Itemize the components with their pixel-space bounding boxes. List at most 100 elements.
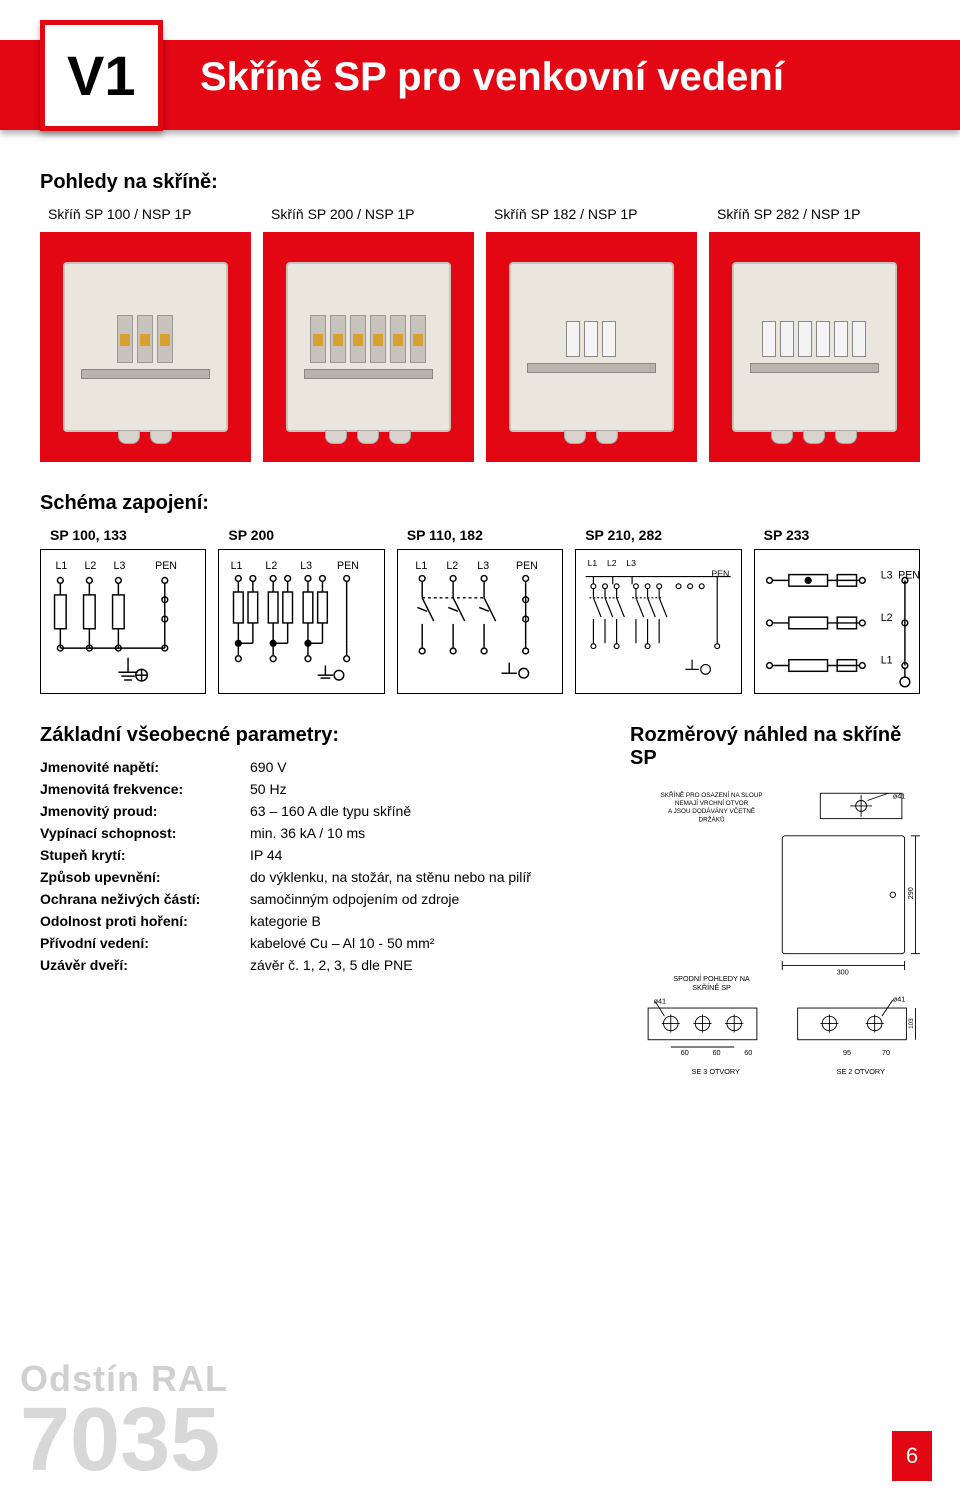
svg-text:SE 2 OTVORY: SE 2 OTVORY — [837, 1067, 885, 1076]
svg-text:DRŽÁKŮ: DRŽÁKŮ — [699, 814, 725, 823]
footer-ral: Odstín RAL 7035 — [20, 1358, 228, 1481]
svg-text:L2: L2 — [85, 560, 97, 572]
param-row: Uzávěr dveří:závěr č. 1, 2, 3, 5 dle PNE — [40, 957, 600, 973]
svg-text:L1: L1 — [880, 655, 892, 667]
svg-text:NEMAJÍ VRCHNÍ OTVOR: NEMAJÍ VRCHNÍ OTVOR — [675, 798, 749, 807]
header-tab-label: V1 — [67, 44, 136, 107]
svg-text:L1: L1 — [588, 558, 598, 568]
svg-text:300: 300 — [837, 968, 849, 977]
param-value: kategorie B — [250, 913, 600, 929]
svg-text:L1: L1 — [231, 560, 243, 572]
cabinet-body — [286, 262, 451, 432]
schema-label: SP 200 — [218, 527, 384, 543]
view-label: Skříň SP 182 / NSP 1P — [486, 206, 697, 222]
cabinet-photo — [40, 232, 251, 462]
param-label: Uzávěr dveří: — [40, 957, 250, 973]
schema-label: SP 110, 182 — [397, 527, 563, 543]
param-row: Ochrana neživých částí:samočinným odpoje… — [40, 891, 600, 907]
svg-text:ø41: ø41 — [654, 997, 667, 1006]
schema-diagram: L3 PEN L2 L1 — [754, 549, 920, 694]
svg-text:ø41: ø41 — [893, 995, 906, 1004]
dimensions-drawing: SKŘÍNĚ PRO OSAZENÍ NA SLOUP NEMAJÍ VRCHN… — [630, 786, 920, 1085]
main-content: Pohledy na skříně: Skříň SP 100 / NSP 1P… — [0, 171, 960, 1085]
schema-diagram: L1L2L3PEN — [397, 549, 563, 694]
param-row: Přívodní vedení:kabelové Cu – Al 10 - 50… — [40, 935, 600, 951]
params-title: Základní všeobecné parametry: — [40, 724, 600, 747]
params-section: Základní všeobecné parametry: Jmenovité … — [40, 724, 920, 1085]
svg-text:60: 60 — [712, 1048, 720, 1057]
views-labels-row: Skříň SP 100 / NSP 1P Skříň SP 200 / NSP… — [40, 206, 920, 222]
schema-diagram: L1L2L3PEN — [40, 549, 206, 694]
param-row: Jmenovitý proud:63 – 160 A dle typu skří… — [40, 803, 600, 819]
params-table: Jmenovité napětí:690 V Jmenovitá frekven… — [40, 759, 600, 973]
schema-diagram: L1L2L3PEN — [218, 549, 384, 694]
svg-text:60: 60 — [681, 1048, 689, 1057]
svg-text:103: 103 — [908, 1018, 915, 1029]
param-value: 690 V — [250, 759, 600, 775]
page-number: 6 — [892, 1431, 932, 1481]
param-value: min. 36 kA / 10 ms — [250, 825, 600, 841]
schema-row: L1 L2 L3 PEN L1 L2 L3 PEN — [40, 549, 920, 694]
page-title: Skříně SP pro venkovní vedení — [200, 55, 784, 100]
param-label: Odolnost proti hoření: — [40, 913, 250, 929]
schema-diagram: L1L2L3PEN — [575, 549, 741, 694]
cabinet-body — [732, 262, 897, 432]
svg-text:PEN: PEN — [337, 560, 359, 572]
svg-text:L2: L2 — [266, 560, 278, 572]
dimensions-title: Rozměrový náhled na skříně SP — [630, 724, 920, 770]
schema-label: SP 233 — [754, 527, 920, 543]
svg-text:PEN: PEN — [898, 569, 919, 581]
svg-text:70: 70 — [882, 1048, 890, 1057]
svg-text:L2: L2 — [607, 558, 617, 568]
view-label: Skříň SP 100 / NSP 1P — [40, 206, 251, 222]
param-row: Odolnost proti hoření:kategorie B — [40, 913, 600, 929]
param-row: Vypínací schopnost:min. 36 kA / 10 ms — [40, 825, 600, 841]
params-left: Základní všeobecné parametry: Jmenovité … — [40, 724, 600, 1085]
svg-text:L1: L1 — [415, 560, 427, 572]
param-value: IP 44 — [250, 847, 600, 863]
param-value: 63 – 160 A dle typu skříně — [250, 803, 600, 819]
svg-text:60: 60 — [744, 1048, 752, 1057]
schema-labels-row: SP 100, 133 SP 200 SP 110, 182 SP 210, 2… — [40, 527, 920, 543]
svg-text:SE 3 OTVORY: SE 3 OTVORY — [692, 1067, 740, 1076]
param-row: Jmenovité napětí:690 V — [40, 759, 600, 775]
svg-text:L2: L2 — [880, 612, 892, 624]
schema-label: SP 210, 282 — [575, 527, 741, 543]
param-label: Jmenovitý proud: — [40, 803, 250, 819]
svg-text:290: 290 — [906, 887, 915, 899]
param-value: do výklenku, na stožár, na stěnu nebo na… — [250, 869, 600, 885]
cabinet-photo — [486, 232, 697, 462]
svg-text:SPODNÍ POHLEDY NA: SPODNÍ POHLEDY NA — [673, 974, 750, 983]
svg-text:L1: L1 — [56, 560, 68, 572]
svg-text:SKŘÍNĚ PRO OSAZENÍ NA SLOUP: SKŘÍNĚ PRO OSAZENÍ NA SLOUP — [661, 790, 763, 799]
header-tab: V1 — [40, 20, 163, 131]
svg-text:ø41: ø41 — [893, 792, 906, 801]
schema-title: Schéma zapojení: — [40, 492, 920, 515]
svg-text:A JSOU DODÁVÁNY VČETNĚ: A JSOU DODÁVÁNY VČETNĚ — [668, 806, 755, 815]
param-label: Ochrana neživých částí: — [40, 891, 250, 907]
param-value: 50 Hz — [250, 781, 600, 797]
param-label: Jmenovitá frekvence: — [40, 781, 250, 797]
view-label: Skříň SP 200 / NSP 1P — [263, 206, 474, 222]
param-row: Způsob upevnění:do výklenku, na stožár, … — [40, 869, 600, 885]
svg-text:95: 95 — [843, 1048, 851, 1057]
param-row: Stupeň krytí:IP 44 — [40, 847, 600, 863]
page-header: V1 Skříně SP pro venkovní vedení — [0, 0, 960, 131]
param-value: kabelové Cu – Al 10 - 50 mm² — [250, 935, 600, 951]
svg-text:L3: L3 — [627, 558, 637, 568]
svg-text:SKŘÍNĚ SP: SKŘÍNĚ SP — [692, 983, 731, 992]
svg-text:PEN: PEN — [516, 560, 538, 572]
svg-text:L3: L3 — [880, 569, 892, 581]
cabinet-photo — [263, 232, 474, 462]
param-label: Přívodní vedení: — [40, 935, 250, 951]
cabinet-body — [63, 262, 228, 432]
svg-text:PEN: PEN — [155, 560, 177, 572]
param-row: Jmenovitá frekvence:50 Hz — [40, 781, 600, 797]
views-title: Pohledy na skříně: — [40, 171, 920, 194]
cabinet-photo — [709, 232, 920, 462]
photos-row — [40, 232, 920, 462]
param-value: závěr č. 1, 2, 3, 5 dle PNE — [250, 957, 600, 973]
param-label: Stupeň krytí: — [40, 847, 250, 863]
param-value: samočinným odpojením od zdroje — [250, 891, 600, 907]
svg-text:L2: L2 — [446, 560, 458, 572]
